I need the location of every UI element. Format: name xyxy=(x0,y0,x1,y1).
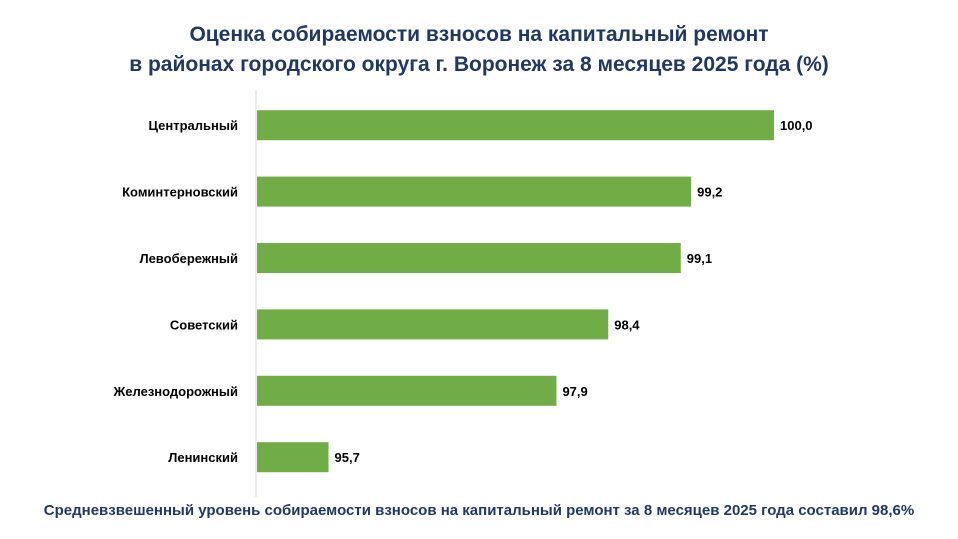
bar xyxy=(257,176,692,207)
bar xyxy=(257,442,329,473)
footer-summary: Средневзвешенный уровень собираемости вз… xyxy=(43,502,915,519)
data-label: 99,2 xyxy=(697,185,722,200)
bar xyxy=(257,110,774,141)
category-label: Железнодорожный xyxy=(113,384,238,399)
category-label: Ленинский xyxy=(168,450,238,465)
chart-title-line1: Оценка собираемости взносов на капитальн… xyxy=(189,23,769,46)
category-label: Центральный xyxy=(149,118,238,133)
category-label: Советский xyxy=(170,317,238,332)
data-label: 95,7 xyxy=(335,450,360,465)
bar xyxy=(257,309,609,340)
bar xyxy=(257,243,681,273)
bar xyxy=(257,375,557,406)
data-label: 98,4 xyxy=(614,317,640,332)
data-label: 100,0 xyxy=(780,118,813,133)
data-label: 99,1 xyxy=(687,251,712,266)
category-label: Левобережный xyxy=(139,251,238,266)
data-label: 97,9 xyxy=(562,384,587,399)
category-label: Коминтерновский xyxy=(122,185,238,200)
chart-title-line2: в районах городского округа г. Воронеж з… xyxy=(129,53,829,76)
chart-title: Оценка собираемости взносов на капитальн… xyxy=(0,20,958,80)
